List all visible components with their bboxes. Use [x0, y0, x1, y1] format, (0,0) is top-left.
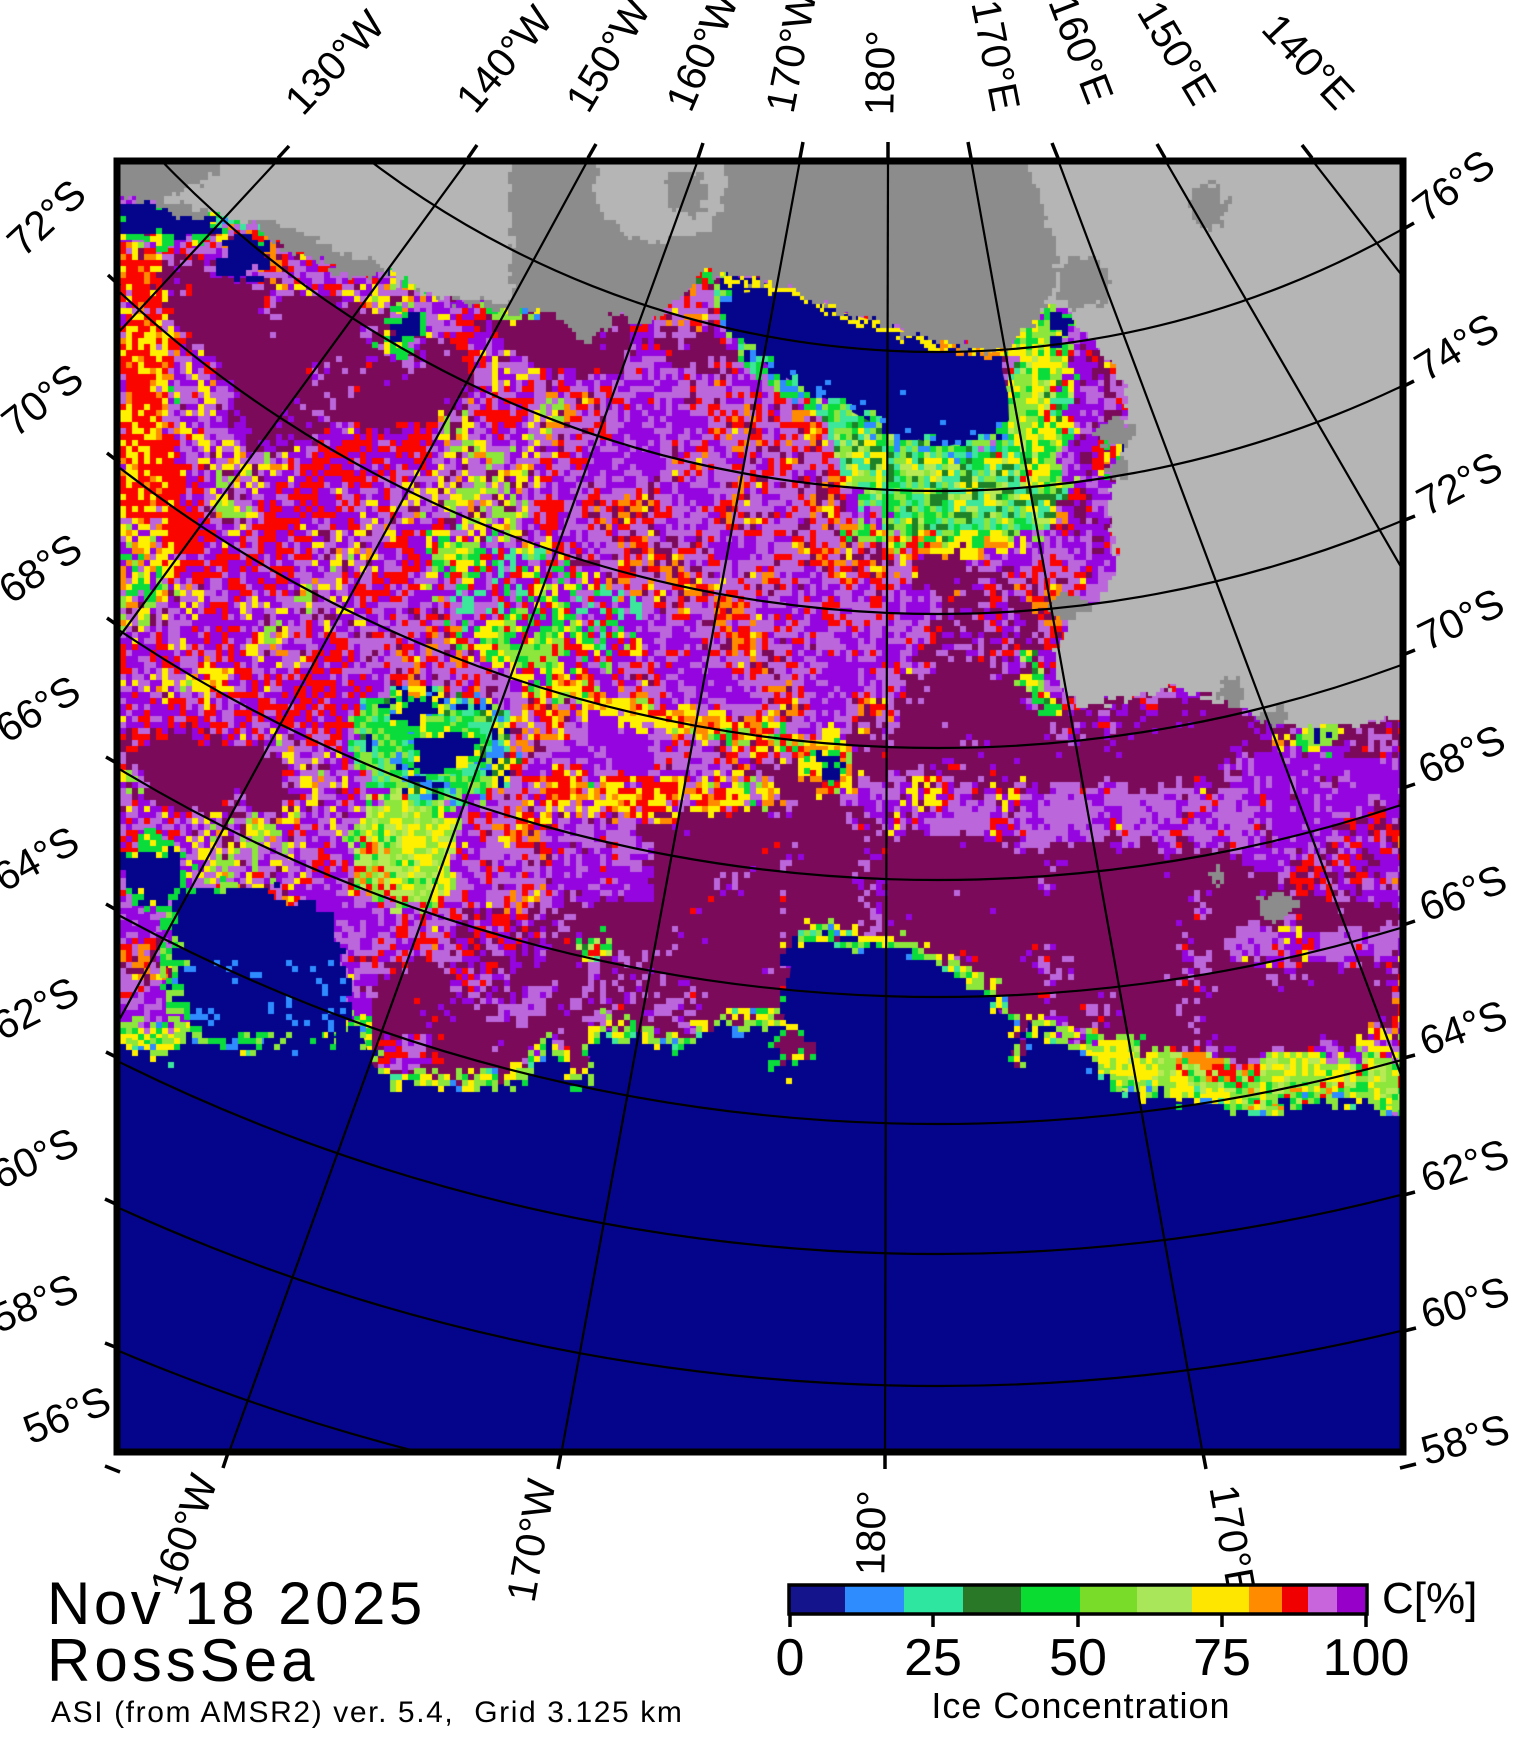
- svg-text:66°S: 66°S: [1413, 855, 1513, 930]
- svg-text:170°E: 170°E: [1200, 1481, 1265, 1599]
- svg-text:64°S: 64°S: [1413, 991, 1513, 1065]
- svg-text:74°S: 74°S: [1407, 304, 1507, 390]
- svg-text:ASI (from AMSR2) ver. 5.4, Gr: ASI (from AMSR2) ver. 5.4, Grid 3.125 km: [51, 1696, 683, 1729]
- svg-text:60°S: 60°S: [0, 1119, 85, 1198]
- svg-text:150°E: 150°E: [1128, 0, 1225, 113]
- svg-text:RossSea: RossSea: [47, 1627, 318, 1694]
- svg-text:150°W: 150°W: [556, 0, 659, 120]
- svg-text:68°S: 68°S: [0, 524, 90, 612]
- svg-text:170°E: 170°E: [962, 0, 1029, 115]
- svg-text:140°W: 140°W: [447, 0, 562, 121]
- svg-text:70°S: 70°S: [1411, 579, 1511, 660]
- svg-text:68°S: 68°S: [1411, 715, 1511, 792]
- svg-text:160°E: 160°E: [1040, 0, 1123, 110]
- svg-text:75: 75: [1193, 1629, 1251, 1687]
- svg-text:C[%]: C[%]: [1382, 1574, 1477, 1623]
- svg-text:62°S: 62°S: [1415, 1130, 1514, 1201]
- svg-text:0: 0: [776, 1629, 805, 1687]
- svg-text:56°S: 56°S: [17, 1377, 117, 1453]
- svg-text:180°: 180°: [847, 1490, 894, 1576]
- svg-text:140°E: 140°E: [1253, 5, 1363, 118]
- svg-text:130°W: 130°W: [276, 1, 394, 123]
- svg-text:64°S: 64°S: [0, 817, 86, 901]
- svg-text:72°S: 72°S: [1409, 442, 1509, 525]
- svg-text:66°S: 66°S: [0, 666, 88, 751]
- svg-text:180°: 180°: [856, 30, 903, 116]
- svg-text:62°S: 62°S: [0, 968, 86, 1050]
- svg-text:160°W: 160°W: [657, 0, 748, 117]
- svg-text:170°W: 170°W: [498, 1475, 565, 1605]
- svg-text:100: 100: [1323, 1629, 1410, 1687]
- svg-text:Nov 18 2025: Nov 18 2025: [47, 1570, 426, 1637]
- svg-text:50: 50: [1049, 1629, 1107, 1687]
- svg-text:76°S: 76°S: [1404, 141, 1503, 232]
- svg-text:60°S: 60°S: [1415, 1268, 1514, 1338]
- svg-text:Ice Concentration: Ice Concentration: [931, 1685, 1230, 1726]
- svg-text:58°S: 58°S: [0, 1264, 85, 1341]
- svg-text:25: 25: [904, 1629, 962, 1687]
- svg-text:70°S: 70°S: [0, 354, 92, 445]
- svg-text:72°S: 72°S: [0, 170, 95, 265]
- svg-text:58°S: 58°S: [1416, 1405, 1515, 1474]
- svg-text:170°W: 170°W: [757, 0, 826, 116]
